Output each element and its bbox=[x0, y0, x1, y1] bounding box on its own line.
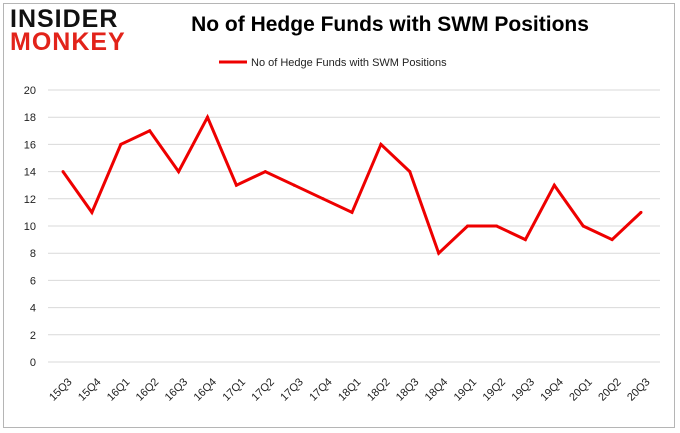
chart-title: No of Hedge Funds with SWM Positions bbox=[191, 13, 589, 36]
data-point bbox=[610, 238, 614, 242]
x-tick-label: 18Q4 bbox=[423, 376, 451, 404]
data-point bbox=[379, 142, 383, 146]
x-tick-label: 15Q4 bbox=[76, 376, 104, 404]
insider-monkey-logo: INSIDER MONKEY bbox=[10, 5, 128, 56]
x-tick-label: 17Q4 bbox=[307, 376, 335, 404]
y-tick-label: 2 bbox=[30, 330, 36, 342]
y-axis-ticks: 0 2 4 6 8 10 12 14 16 18 20 bbox=[24, 85, 36, 369]
y-tick-label: 20 bbox=[24, 85, 36, 97]
x-axis-ticks: 15Q3 15Q4 16Q1 16Q2 16Q3 16Q4 17Q1 17Q2 17Q3 17Q4… bbox=[47, 376, 653, 404]
y-tick-label: 4 bbox=[30, 303, 36, 315]
data-point bbox=[263, 170, 267, 174]
y-tick-label: 6 bbox=[30, 275, 36, 287]
x-tick-label: 18Q2 bbox=[365, 376, 393, 404]
data-point bbox=[321, 197, 325, 201]
data-point bbox=[177, 170, 181, 174]
data-point bbox=[523, 238, 527, 242]
data-point bbox=[350, 210, 354, 214]
data-point bbox=[552, 183, 556, 187]
x-tick-label: 16Q2 bbox=[134, 376, 162, 404]
x-tick-label: 16Q4 bbox=[192, 376, 220, 404]
data-point bbox=[408, 170, 412, 174]
x-tick-label: 20Q2 bbox=[596, 376, 624, 404]
x-tick-label: 19Q2 bbox=[481, 376, 509, 404]
x-tick-label: 19Q4 bbox=[538, 376, 566, 404]
data-point bbox=[148, 129, 152, 133]
logo-text-monkey: MONKEY bbox=[10, 28, 126, 56]
y-tick-label: 0 bbox=[30, 357, 36, 369]
data-point bbox=[581, 224, 585, 228]
data-point bbox=[466, 224, 470, 228]
grid-lines bbox=[48, 89, 660, 363]
data-point bbox=[495, 224, 498, 228]
y-tick-label: 10 bbox=[24, 221, 36, 233]
x-tick-label: 19Q3 bbox=[510, 376, 538, 404]
data-point bbox=[437, 251, 441, 255]
data-point bbox=[90, 210, 94, 214]
data-point bbox=[234, 183, 238, 187]
data-point bbox=[119, 142, 123, 146]
y-tick-label: 14 bbox=[24, 167, 36, 179]
x-tick-label: 18Q1 bbox=[336, 376, 364, 404]
x-tick-label: 18Q3 bbox=[394, 376, 422, 404]
logo-text-insider: INSIDER bbox=[10, 5, 119, 33]
y-tick-label: 8 bbox=[30, 248, 36, 260]
y-tick-label: 16 bbox=[24, 139, 36, 151]
x-tick-label: 17Q1 bbox=[221, 376, 249, 404]
data-point bbox=[61, 170, 65, 174]
x-tick-label: 19Q1 bbox=[452, 376, 480, 404]
chart-frame bbox=[3, 3, 675, 428]
series-layer bbox=[61, 113, 643, 256]
data-point bbox=[639, 210, 643, 214]
data-point bbox=[292, 183, 296, 187]
data-point bbox=[206, 115, 209, 119]
x-tick-label: 15Q3 bbox=[47, 376, 75, 404]
x-tick-label: 16Q1 bbox=[105, 376, 133, 404]
x-tick-label: 20Q1 bbox=[567, 376, 595, 404]
y-tick-label: 18 bbox=[24, 112, 36, 124]
x-tick-label: 17Q3 bbox=[278, 376, 306, 404]
x-tick-label: 20Q3 bbox=[625, 376, 653, 404]
x-tick-label: 17Q2 bbox=[249, 376, 277, 404]
y-tick-label: 12 bbox=[24, 194, 36, 206]
legend-label: No of Hedge Funds with SWM Positions bbox=[251, 57, 447, 69]
legend: No of Hedge Funds with SWM Positions bbox=[219, 57, 447, 69]
x-tick-label: 16Q3 bbox=[163, 376, 191, 404]
